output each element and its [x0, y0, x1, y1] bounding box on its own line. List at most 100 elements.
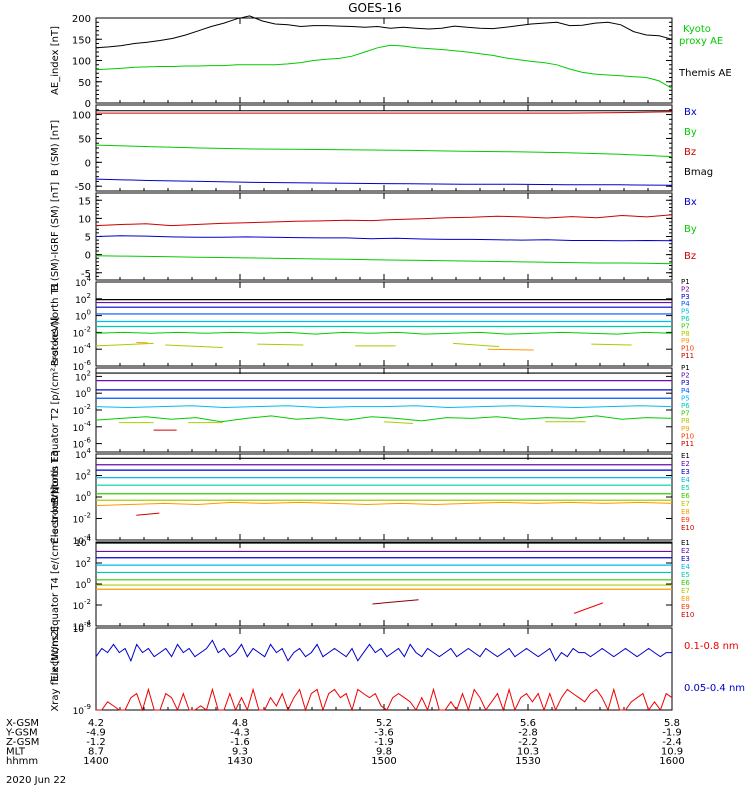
series-segment-p1-7-1: [165, 344, 223, 349]
ylabel-ae: AE_index [nT]: [50, 26, 61, 95]
legend-label-e2: E10: [681, 611, 694, 619]
ephemeris-value: -1.2: [86, 737, 106, 748]
legend-label-p2: P5: [681, 394, 690, 402]
ytick-label-e2: 100: [75, 577, 91, 591]
ytick-label-e1: 10-2: [73, 512, 91, 526]
legend-label-e1: E4: [681, 476, 690, 484]
ytick-label-e2: 10-2: [73, 598, 91, 612]
ephemeris-value: 1500: [371, 756, 396, 767]
ytick-label-p2: 10-2: [73, 403, 91, 417]
legend-label-p1: P11: [681, 352, 694, 360]
legend-label-e2: E3: [681, 555, 690, 563]
legend-label-e2: E6: [681, 579, 690, 587]
series-line-bsm-1: [96, 111, 673, 114]
legend-label-bigrf: Bz: [684, 251, 696, 262]
legend-label-p1: P10: [681, 345, 694, 353]
legend-label-p2: P11: [681, 440, 694, 448]
series-line-xray-0: [95, 639, 672, 663]
legend-label-e1: E1: [681, 452, 690, 460]
ytick-label-p1: 102: [75, 292, 91, 306]
ephemeris-value: -3.6: [374, 728, 394, 739]
legend-label-p1: P6: [681, 315, 690, 323]
legend-label-e1: E2: [681, 460, 690, 468]
legend-label-xray: 0.05-0.4 nm: [684, 683, 745, 694]
legend-label-p1: P1: [681, 278, 690, 286]
legend-label-p2: P1: [681, 364, 690, 372]
ephemeris-value: -1.9: [662, 728, 682, 739]
ephemeris-value: 5.2: [376, 718, 392, 729]
page-title: GOES-16: [348, 1, 402, 15]
ephemeris-row-label: Z-GSM: [6, 737, 39, 748]
series-line-bigrf-2: [95, 255, 673, 265]
ephemeris-value: 4.2: [88, 718, 104, 729]
legend-label-p2: P4: [681, 387, 690, 395]
series-segment-e1-8-0: [136, 512, 160, 516]
ephemeris-value: 1430: [227, 756, 252, 767]
legend-label-ae: Kyoto: [683, 24, 711, 35]
ytick-label-ae: 150: [72, 35, 91, 46]
ytick-label-ae: 0: [85, 99, 91, 110]
ylabel-bsm: B (SM) [nT]: [50, 120, 61, 176]
ephemeris-row-label: Y-GSM: [5, 728, 38, 739]
legend-label-e2: E9: [681, 603, 690, 611]
legend-label-p2: P9: [681, 425, 690, 433]
ytick-label-xray: 10-9: [73, 703, 91, 717]
ephemeris-value: -2.2: [518, 737, 538, 748]
legend-label-bsm: Bx: [684, 107, 697, 118]
legend-label-e1: E7: [681, 500, 690, 508]
ephemeris-value: -2.4: [662, 737, 682, 748]
panel-frame-bigrf: [95, 192, 673, 281]
legend-label-p1: P4: [681, 300, 690, 308]
legend-label-e2: E4: [681, 563, 690, 571]
legend-label-e2: E7: [681, 587, 690, 595]
legend-label-e1: E10: [681, 524, 694, 532]
series-line-ae-1: [95, 44, 673, 89]
series-segment-p2-6-2: [383, 421, 413, 424]
legend-label-p2: P7: [681, 410, 690, 418]
ephemeris-value: 5.8: [664, 718, 680, 729]
ytick-label-p1: 10-2: [73, 325, 91, 339]
ytick-label-ae: 100: [72, 57, 91, 68]
legend-label-bigrf: By: [684, 224, 697, 235]
ylabel-bigrf: B (SM)-IGRF (SM) [nT]: [50, 182, 61, 291]
legend-label-e1: E6: [681, 492, 690, 500]
legend-label-e1: E9: [681, 516, 690, 524]
ytick-label-bsm: 100: [72, 111, 91, 122]
legend-label-bsm: Bmag: [684, 167, 713, 178]
ephemeris-value: -4.3: [230, 728, 250, 739]
ytick-label-bsm: 50: [78, 134, 91, 145]
ytick-label-p1: 100: [75, 309, 91, 323]
ylabel-e2: Electrons Equator T4 [e/(cm²-s-sr-keV)]: [50, 486, 61, 681]
legend-label-p1: P8: [681, 330, 690, 338]
legend-label-p1: P5: [681, 308, 690, 316]
legend-label-p1: P2: [681, 285, 690, 293]
legend-label-e2: E1: [681, 539, 690, 547]
series-line-bigrf-1: [95, 235, 673, 242]
series-segment-e2-8-0: [372, 599, 419, 605]
ytick-label-bigrf: 15: [78, 196, 91, 207]
ylabel-xray: Xray flux [W/m2]: [50, 626, 61, 711]
legend-label-ae: proxy AE: [679, 36, 723, 47]
series-line-p2-5: [95, 415, 673, 423]
ephemeris-value: 10.3: [517, 747, 539, 758]
series-line-p1-6: [95, 331, 673, 335]
ylabel-e1: Electrons North T3: [50, 450, 61, 543]
ephemeris-value: 1530: [515, 756, 540, 767]
legend-label-e2: E2: [681, 547, 690, 555]
ephemeris-value: -4.9: [86, 728, 106, 739]
ephemeris-value: 5.6: [520, 718, 536, 729]
ylabel-p2: Protons Equator T2 [p/(cm²-s-sr-keV)]: [50, 317, 61, 504]
ylabel-p1: Protons North T1: [50, 282, 61, 366]
ytick-label-p2: 10-4: [73, 420, 92, 434]
ytick-label-e2: 102: [75, 556, 91, 570]
series-segment-p1-7-5: [591, 343, 632, 346]
panel-frame-e2: [95, 541, 673, 627]
legend-label-p2: P8: [681, 417, 690, 425]
ytick-label-bsm: 0: [85, 158, 91, 169]
series-line-p2-4: [95, 405, 673, 409]
ytick-label-bigrf: -5: [81, 269, 91, 280]
ytick-label-ae: 200: [72, 14, 91, 25]
legend-label-p1: P9: [681, 337, 690, 345]
ytick-label-bigrf: 0: [85, 251, 91, 262]
